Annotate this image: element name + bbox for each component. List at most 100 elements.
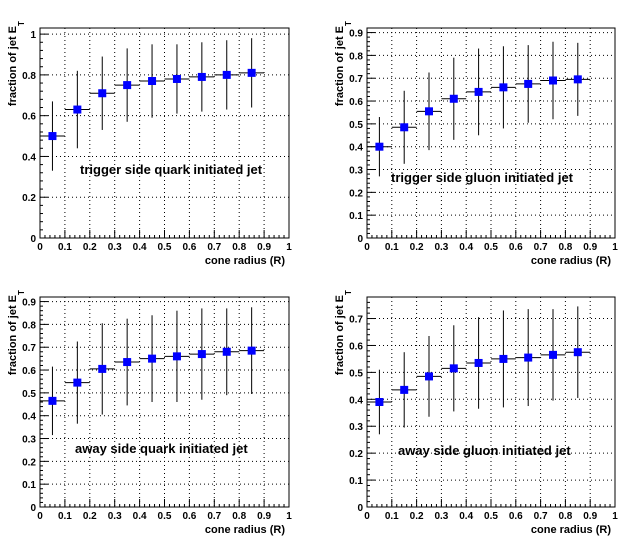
- x-tick-label: 1: [612, 242, 618, 253]
- data-point: [416, 72, 442, 151]
- y-tick-label: 0.4: [349, 395, 363, 406]
- y-tick-label: 0.6: [22, 366, 36, 377]
- data-marker: [449, 364, 458, 373]
- x-tick-label: 0: [37, 242, 43, 253]
- y-tick-label: 0.8: [349, 51, 363, 62]
- y-tick-label: 0.9: [22, 298, 36, 309]
- x-tick-label: 0.7: [534, 511, 548, 522]
- y-axis-label: fraction of jet E: [7, 26, 19, 106]
- data-marker: [73, 378, 82, 387]
- data-point: [214, 40, 240, 110]
- x-tick-label: 0.8: [232, 511, 246, 522]
- y-tick-label: 0.8: [22, 71, 36, 82]
- data-point: [565, 306, 591, 398]
- x-tick-label: 0.4: [133, 511, 147, 522]
- y-tick-label: 0.3: [349, 166, 363, 177]
- y-tick-label: 0.5: [22, 389, 36, 400]
- data-point: [40, 366, 65, 436]
- x-tick-label: 0.7: [207, 242, 221, 253]
- data-point: [64, 70, 90, 149]
- data-point: [139, 315, 165, 402]
- data-point: [565, 42, 591, 116]
- y-axis-label-subscript: T: [17, 290, 26, 295]
- x-tick-label: 1: [286, 511, 292, 522]
- data-marker: [449, 94, 458, 103]
- y-tick-label: 0.7: [22, 343, 36, 354]
- x-tick-label: 0.7: [207, 511, 221, 522]
- y-axis-label-subscript: T: [344, 21, 353, 26]
- x-tick-label: 0.1: [385, 242, 399, 253]
- y-tick-label: 0: [357, 503, 363, 514]
- data-marker: [172, 74, 181, 83]
- data-marker: [148, 354, 157, 363]
- data-marker: [474, 87, 483, 96]
- data-point: [214, 308, 240, 396]
- data-point: [515, 309, 541, 407]
- y-tick-label: 0.7: [349, 74, 363, 85]
- data-point: [515, 45, 541, 123]
- x-tick-label: 0.9: [583, 242, 597, 253]
- panel-3: 0 0.1 0.2 0.3 0.4 0.5 0.6 0.7 0.8 0.9 1 0 0.1 0.2 0.3 0…: [7, 290, 292, 536]
- x-tick-label: 0.1: [385, 511, 399, 522]
- data-point: [40, 101, 65, 171]
- y-tick-label: 0: [357, 234, 363, 245]
- annotation-label: away side gluon initiated jet: [398, 443, 571, 458]
- data-point: [139, 44, 165, 118]
- data-point: [114, 48, 140, 122]
- data-point: [416, 336, 442, 417]
- x-tick-label: 0.5: [158, 242, 172, 253]
- data-point: [391, 90, 417, 164]
- x-tick-label: 0: [364, 511, 370, 522]
- y-tick-label: 0: [30, 234, 36, 245]
- x-tick-label: 0.7: [534, 242, 548, 253]
- data-marker: [48, 132, 57, 141]
- panel-1: 0 0.1 0.2 0.3 0.4 0.5 0.6 0.7 0.8 0.9 1 0 0.2 0.4 0.6 0…: [7, 21, 292, 267]
- y-axis-label-subscript: T: [17, 21, 26, 26]
- y-tick-label: 0.5: [349, 368, 363, 379]
- data-point: [114, 318, 140, 406]
- x-tick-label: 0.4: [133, 242, 147, 253]
- y-tick-label: 0.3: [349, 422, 363, 433]
- data-point: [491, 46, 516, 129]
- y-tick-label: 0.6: [349, 341, 363, 352]
- x-axis-label: cone radius (R): [531, 255, 611, 267]
- data-marker: [123, 81, 132, 90]
- y-axis-label-subscript: T: [344, 290, 353, 295]
- data-point: [441, 57, 467, 140]
- data-marker: [573, 75, 582, 84]
- data-point: [189, 42, 215, 112]
- x-tick-label: 0.2: [410, 242, 424, 253]
- y-tick-label: 0.1: [22, 480, 36, 491]
- data-point: [466, 317, 491, 409]
- y-tick-label: 0.5: [349, 120, 363, 131]
- y-axis-label: fraction of jet E: [334, 26, 346, 106]
- data-marker: [73, 105, 82, 114]
- annotation-label: trigger side gluon initiated jet: [391, 170, 574, 185]
- data-marker: [172, 352, 181, 361]
- y-tick-label: 0.3: [22, 435, 36, 446]
- y-axis-label: fraction of jet E: [334, 295, 346, 375]
- x-tick-label: 0.4: [459, 511, 473, 522]
- x-axis-label: cone radius (R): [205, 255, 285, 267]
- x-tick-label: 1: [286, 242, 292, 253]
- data-point: [89, 56, 115, 130]
- data-point: [89, 323, 115, 415]
- data-point: [491, 310, 516, 408]
- data-marker: [425, 107, 433, 116]
- panel-2: 0 0.1 0.2 0.3 0.4 0.5 0.6 0.7 0.8 0.9 1 0 0.1 0.2 0.3 0…: [334, 21, 618, 267]
- x-tick-label: 0.6: [182, 242, 196, 253]
- data-marker: [425, 372, 433, 381]
- x-tick-label: 0.1: [58, 242, 72, 253]
- data-marker: [222, 347, 231, 356]
- y-tick-label: 0.4: [22, 412, 36, 423]
- data-point: [367, 369, 392, 435]
- x-tick-label: 0.2: [83, 511, 97, 522]
- data-point: [164, 44, 190, 114]
- data-marker: [123, 358, 132, 367]
- data-marker: [197, 72, 206, 81]
- y-tick-label: 0.1: [349, 476, 363, 487]
- data-marker: [375, 398, 384, 406]
- x-tick-label: 0.9: [583, 511, 597, 522]
- data-marker: [400, 385, 409, 394]
